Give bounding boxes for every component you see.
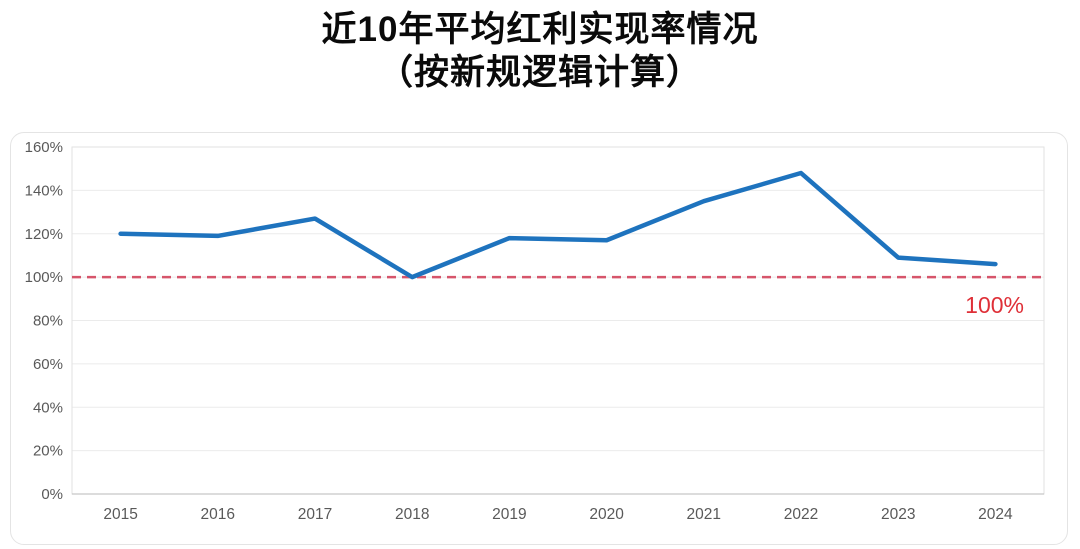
y-tick-label: 120% [25,226,63,243]
y-tick-label: 140% [25,182,63,199]
reference-line-label: 100% [965,292,1024,318]
x-tick-label: 2022 [784,506,818,523]
x-tick-label: 2019 [492,506,526,523]
y-tick-label: 0% [41,486,63,503]
dividend-rate-series-line [118,170,998,280]
x-tick-label: 2016 [201,506,235,523]
y-tick-label: 40% [33,399,63,416]
x-tick-label: 2018 [395,506,429,523]
y-tick-label: 100% [25,269,63,286]
y-tick-label: 60% [33,356,63,373]
y-tick-label: 80% [33,313,63,330]
x-tick-label: 2024 [978,506,1013,523]
dividend-rate-line-chart: 0% 20% 40% 60% 80% 100% 120% 140% 160% 2015 2016 20… [25,139,1045,523]
chart-title: 近10年平均红利实现率情况 （按新规逻辑计算） [0,8,1080,94]
y-tick-label: 160% [25,139,63,156]
x-tick-label: 2020 [589,506,624,523]
chart-title-line1: 近10年平均红利实现率情况 [321,10,759,49]
x-tick-label: 2015 [103,506,137,523]
x-tick-label: 2023 [881,506,915,523]
x-tick-label: 2021 [687,506,721,523]
chart-panel: 0% 20% 40% 60% 80% 100% 120% 140% 160% 2015 2016 20… [10,132,1068,545]
chart-title-line2: （按新规逻辑计算） [377,53,702,92]
x-tick-label: 2017 [298,506,332,523]
y-tick-label: 20% [33,443,63,460]
